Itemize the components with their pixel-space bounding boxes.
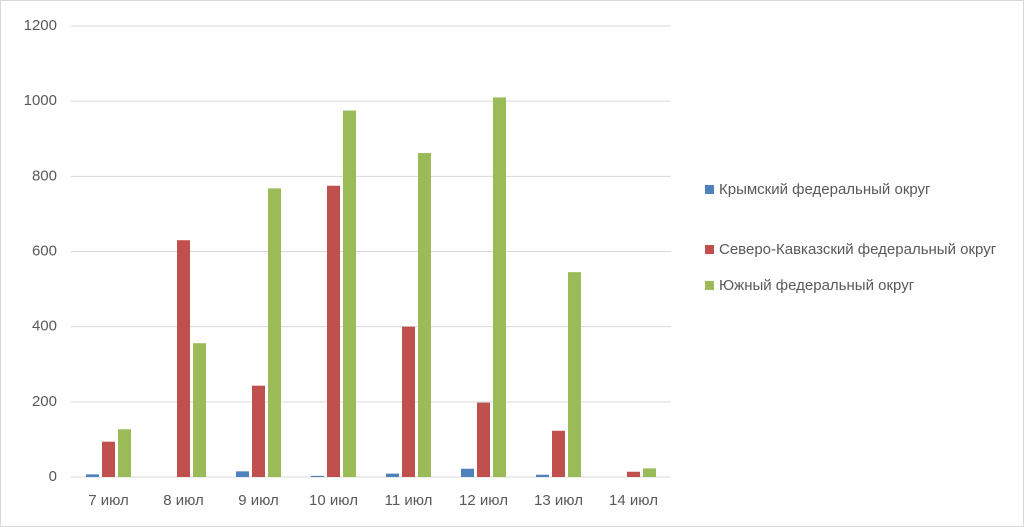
x-tick-label: 14 июл (609, 492, 658, 509)
y-tick-label: 400 (32, 318, 57, 335)
bar (327, 185, 340, 477)
x-tick-label: 8 июл (163, 492, 204, 509)
bar (643, 468, 656, 477)
bar (268, 188, 281, 478)
bar (86, 474, 99, 477)
bar (193, 343, 206, 477)
x-tick-label: 7 июл (88, 492, 129, 509)
bar (177, 240, 190, 477)
y-tick-label: 1200 (24, 17, 57, 34)
legend-item: Южный федеральный округ (705, 275, 1005, 297)
y-tick-label: 600 (32, 242, 57, 259)
bar (536, 474, 549, 477)
legend-swatch (705, 245, 714, 254)
bar (552, 430, 565, 477)
x-tick-label: 12 июл (459, 492, 508, 509)
x-tick-label: 9 июл (238, 492, 279, 509)
legend-item: Северо-Кавказский федеральный округ (705, 239, 1005, 261)
bar (343, 110, 356, 477)
legend-label: Крымский федеральный округ (719, 181, 931, 198)
bar (461, 468, 474, 477)
x-tick-label: 13 июл (534, 492, 583, 509)
legend-swatch (705, 185, 714, 194)
x-tick-label: 11 июл (385, 492, 433, 509)
legend-label: Северо-Кавказский федеральный округ (719, 241, 997, 258)
bar (236, 471, 249, 477)
bar (118, 429, 131, 477)
bar (477, 402, 490, 477)
y-tick-label: 800 (32, 167, 57, 184)
bar (493, 97, 506, 478)
y-tick-label: 200 (32, 393, 57, 410)
x-tick-label: 10 июл (309, 492, 358, 509)
y-tick-label: 0 (49, 468, 57, 485)
bar (252, 385, 265, 477)
y-tick-label: 1000 (24, 92, 57, 109)
legend-item: Крымский федеральный округ (705, 179, 1005, 201)
bar (627, 471, 640, 477)
legend: Крымский федеральный округ Северо-Кавказс… (705, 179, 1005, 297)
legend-swatch (705, 281, 714, 290)
bar (568, 272, 581, 477)
bar (311, 475, 324, 477)
bar (418, 153, 431, 477)
bar (102, 441, 115, 477)
bar (386, 473, 399, 477)
legend-label: Южный федеральный округ (719, 277, 915, 294)
bar (402, 326, 415, 477)
